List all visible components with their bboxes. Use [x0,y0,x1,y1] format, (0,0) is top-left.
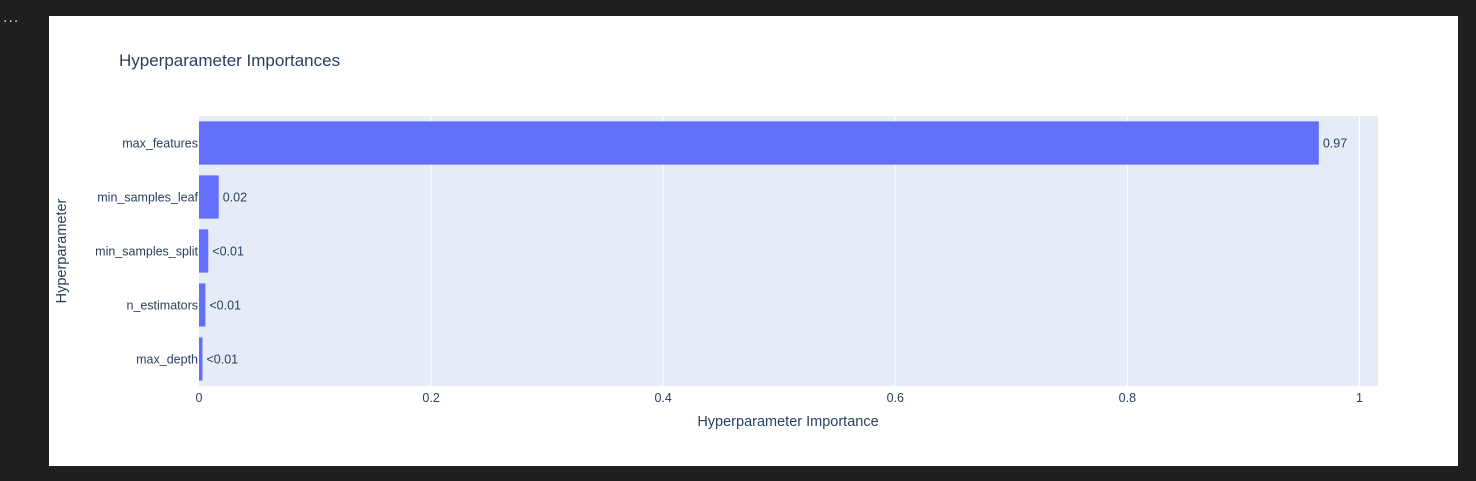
bar-value-label: <0.01 [209,299,241,313]
bar [199,229,209,273]
bar [199,121,1319,165]
more-options-icon[interactable]: ... [3,10,20,26]
y-tick-labels: max_features min_samples_leaf min_samples_… [95,137,198,367]
chart-title: Hyperparameter Importances [119,51,340,70]
bar-value-label: <0.01 [206,353,238,367]
x-tick-labels: 0 0.2 0.4 0.6 0.8 1 [196,391,1363,405]
bar-value-label: 0.02 [223,191,247,205]
x-tick-label: 0 [196,391,203,405]
y-tick-label: max_features [122,137,198,151]
x-tick-label: 0.4 [654,391,671,405]
importance-chart: Hyperparameter Importances 0.97 0.02 <0.01… [54,51,1378,430]
chart-panel: Hyperparameter Importances 0.97 0.02 <0.01… [49,16,1458,466]
x-tick-label: 0.8 [1119,391,1136,405]
x-tick-label: 0.6 [887,391,904,405]
y-tick-label: n_estimators [126,299,198,313]
bar [199,283,206,327]
x-tick-label: 1 [1356,391,1363,405]
bar [199,337,203,381]
x-tick-label: 0.2 [422,391,439,405]
bar-value-label: <0.01 [212,245,244,259]
bars: 0.97 0.02 <0.01 <0.01 <0.01 [199,121,1347,381]
x-axis-label: Hyperparameter Importance [697,414,878,430]
bar-value-label: 0.97 [1323,137,1347,151]
bar [199,175,219,219]
y-tick-label: max_depth [136,353,198,367]
y-tick-label: min_samples_split [95,245,198,259]
y-axis-label: Hyperparameter [54,198,70,303]
y-tick-label: min_samples_leaf [97,191,198,205]
